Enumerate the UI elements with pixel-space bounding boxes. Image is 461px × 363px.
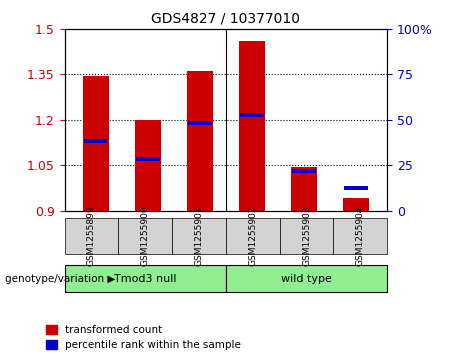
Text: GSM1255901: GSM1255901 — [195, 205, 203, 266]
Bar — [83, 76, 109, 211]
Bar — [343, 199, 369, 211]
Title: GDS4827 / 10377010: GDS4827 / 10377010 — [151, 11, 301, 25]
Bar — [292, 169, 316, 173]
Bar — [188, 121, 212, 125]
Bar — [344, 186, 368, 190]
Text: Tmod3 null: Tmod3 null — [114, 274, 177, 284]
Text: GSM1255904: GSM1255904 — [356, 206, 365, 266]
Text: GSM1255899: GSM1255899 — [87, 205, 96, 266]
Bar — [240, 113, 264, 117]
Text: GSM1255900: GSM1255900 — [141, 205, 150, 266]
Text: genotype/variation ▶: genotype/variation ▶ — [5, 274, 115, 284]
Text: wild type: wild type — [281, 274, 332, 284]
Bar — [187, 72, 213, 211]
Legend: transformed count, percentile rank within the sample: transformed count, percentile rank withi… — [42, 321, 245, 354]
Bar — [136, 157, 160, 161]
Bar — [239, 41, 265, 211]
Bar — [135, 120, 161, 211]
Bar — [291, 167, 317, 211]
Text: GSM1255902: GSM1255902 — [248, 206, 257, 266]
Bar — [84, 139, 107, 143]
Text: GSM1255903: GSM1255903 — [302, 205, 311, 266]
